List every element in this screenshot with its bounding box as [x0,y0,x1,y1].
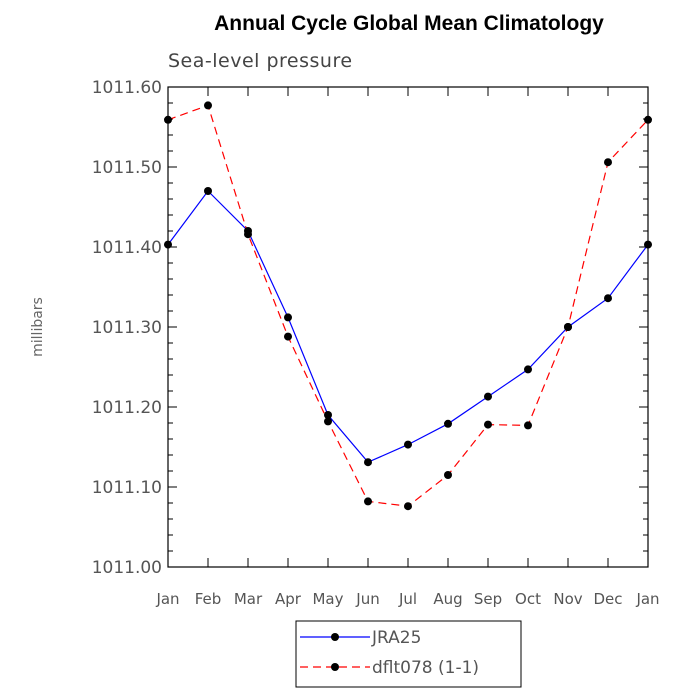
series-0-point [484,392,492,401]
x-tick-labels: Jan Feb Mar Apr May Jun Jul Aug Sep Oct Nov Dec Jan [155,590,659,608]
series-0-point [164,240,172,249]
y-tick-label: 1011.40 [92,238,162,258]
series-line-0 [167,190,649,463]
y-tick-labels: 1011.00 1011.10 1011.20 1011.30 1011.40 1011.… [92,78,162,578]
series-0-point [404,440,412,449]
y-tick-label: 1011.50 [92,158,162,178]
x-tick-label: Feb [195,590,222,608]
y-tick-label: 1011.60 [92,78,162,98]
series-1-point [204,101,212,110]
y-axis-label: millibars [30,297,46,357]
series-1-point [564,323,572,331]
y-tick-label: 1011.10 [92,478,162,498]
y-tick-label: 1011.30 [92,318,162,338]
chart-title: Annual Cycle Global Mean Climatology [214,12,604,35]
series-1-point [324,417,332,426]
x-tick-label: Dec [593,590,622,608]
series-0-point [604,294,612,303]
series-1-point [284,332,292,341]
legend-label-dflt078: dflt078 (1-1) [372,658,479,678]
series-0-point [324,411,332,419]
x-tick-label: Oct [515,590,541,608]
series-1-point [524,421,532,430]
series-layer [164,101,652,511]
y-tick-label: 1011.00 [92,558,162,578]
x-tick-label: Mar [234,590,263,608]
series-0-point [204,187,212,195]
series-0-point [364,458,372,467]
y-tick-label: 1011.20 [92,398,162,418]
x-tick-label: Apr [275,590,302,608]
x-tick-label: May [312,590,343,608]
legend: JRA25 dflt078 (1-1) [295,620,522,688]
series-0-point [444,419,452,428]
x-tick-label: Sep [474,590,502,608]
legend-marker-jra25 [331,633,339,641]
series-0-point [284,313,292,322]
axis-ticks [167,86,649,568]
series-1-point [404,502,412,511]
series-1-point [484,420,492,429]
x-tick-label: Jan [155,590,179,608]
x-tick-label: Aug [433,590,462,608]
x-tick-label: Jul [398,590,417,608]
series-1-point [364,497,372,506]
series-0-point [644,240,652,249]
legend-box [295,620,522,688]
series-1-point [644,115,652,124]
x-tick-label: Jan [635,590,659,608]
series-1-point [444,471,452,479]
series-1-point [604,158,612,167]
legend-label-jra25: JRA25 [371,628,421,648]
series-1-point [164,115,172,124]
legend-marker-dflt078 [331,663,339,671]
x-tick-label: Jun [355,590,379,608]
chart-subtitle: Sea-level pressure [168,50,353,72]
series-1-point [244,230,252,239]
plot-frame [167,86,649,568]
series-0-point [524,365,532,374]
x-tick-label: Nov [553,590,582,608]
